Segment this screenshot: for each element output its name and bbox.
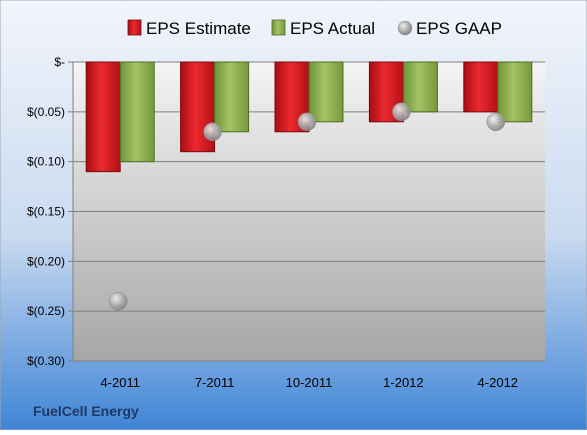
y-tick-label: $(0.05) <box>27 105 65 119</box>
eps-estimate-bar <box>463 61 499 113</box>
company-label: FuelCell Energy <box>33 403 139 419</box>
eps-actual-bar <box>119 61 155 163</box>
y-tick-label: $(0.20) <box>27 254 65 268</box>
legend-item-eps-estimate-label: EPS Estimate <box>146 19 251 38</box>
eps-gaap-marker <box>486 112 506 132</box>
x-tick-label: 10-2011 <box>286 375 333 390</box>
legend-item-eps-actual-label: EPS Actual <box>290 19 375 38</box>
legend: EPS Estimate EPS Actual EPS GAAP <box>127 19 502 38</box>
y-tick-label: $(0.30) <box>27 354 65 368</box>
y-tick-label: $(0.25) <box>27 304 65 318</box>
eps-actual-bar <box>308 61 344 123</box>
legend-item-eps-actual-swatch <box>271 19 286 36</box>
eps-actual-bar <box>402 61 438 113</box>
y-tick-label: $(0.10) <box>27 155 65 169</box>
x-axis: 4-2011 7-2011 10-2011 1-2012 4-2012 <box>100 375 518 390</box>
x-tick-label: 7-2011 <box>195 375 235 390</box>
markers-layer <box>108 102 506 311</box>
y-tick-label: $- <box>54 55 65 69</box>
eps-gaap-marker <box>392 102 411 122</box>
y-axis: $- $(0.05) $(0.10) $(0.15) $(0.20) $(0.25) $(0… <box>27 55 74 368</box>
x-tick-label: 4-2011 <box>100 375 140 390</box>
legend-item-eps-estimate-swatch <box>127 19 142 36</box>
x-tick-label: 4-2012 <box>478 375 518 390</box>
eps-actual-bar <box>497 61 533 123</box>
eps-gaap-marker <box>297 112 317 132</box>
eps-estimate-bar <box>85 61 121 173</box>
eps-gaap-marker <box>108 291 128 311</box>
legend-item-eps-gaap-swatch <box>397 20 413 36</box>
bars-layer <box>85 61 533 173</box>
legend-item-eps-gaap-label: EPS GAAP <box>416 19 502 38</box>
x-tick-label: 1-2012 <box>383 375 423 390</box>
eps-gaap-marker <box>203 122 222 142</box>
eps-actual-bar <box>214 61 250 133</box>
y-tick-label: $(0.15) <box>27 205 65 219</box>
